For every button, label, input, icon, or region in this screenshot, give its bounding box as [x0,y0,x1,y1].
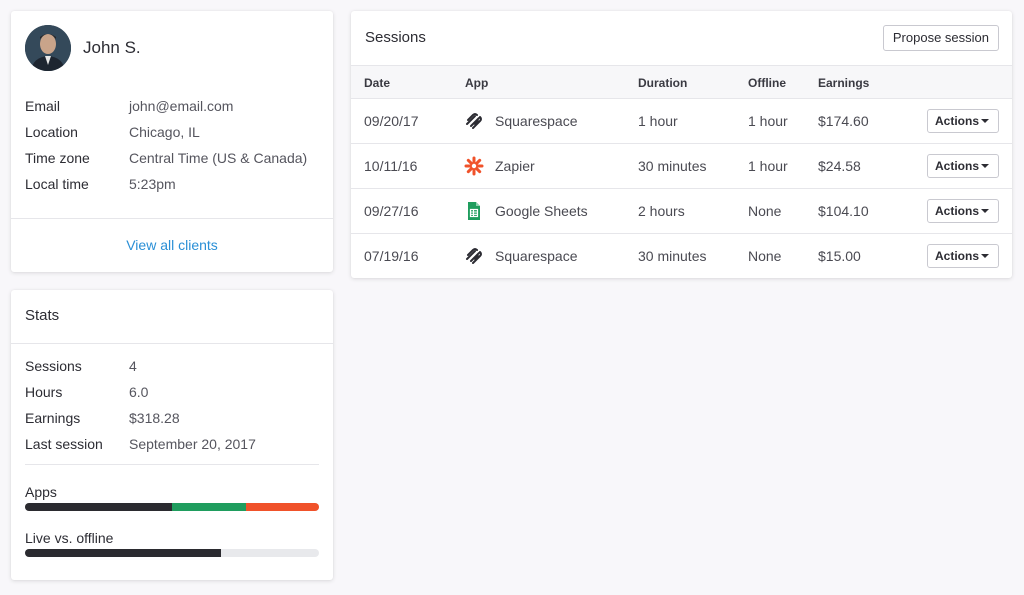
email-label: Email [25,98,61,114]
session-duration: 30 minutes [638,158,707,174]
actions-dropdown-button[interactable]: Actions [927,199,999,223]
stats-card: Stats Sessions 4 Hours 6.0 Earnings $318… [11,290,333,580]
live-offline-bar-label: Live vs. offline [25,530,114,546]
local-time-value: 5:23pm [129,176,176,192]
live-vs-offline-bar [25,549,319,557]
sessions-stat-label: Sessions [25,358,82,374]
session-app: Zapier [495,158,535,174]
session-app: Squarespace [495,113,578,129]
session-offline: 1 hour [748,158,788,174]
caret-down-icon [981,119,989,123]
column-header-date: Date [364,76,391,90]
session-offline: None [748,248,782,264]
earnings-stat-label: Earnings [25,410,81,426]
last-session-label: Last session [25,436,103,452]
caret-down-icon [981,164,989,168]
table-row: 07/19/16 Squarespace 30 minutes None $15… [351,234,1012,279]
stats-title: Stats [25,307,60,324]
table-row: 09/20/17 Squarespace 1 hour 1 hour $174.… [351,99,1012,144]
session-app: Squarespace [495,248,578,264]
table-row: 10/11/16 Zapier 30 minutes 1 hour $24.58… [351,144,1012,189]
session-earnings: $104.10 [818,203,869,219]
apps-bar-segment-squarespace [25,503,172,511]
table-header: Date App Duration Offline Earnings [351,65,1012,99]
sessions-card: Sessions Propose session Date App Durati… [351,11,1012,278]
session-earnings: $15.00 [818,248,861,264]
session-duration: 1 hour [638,113,678,129]
location-value: Chicago, IL [129,124,200,140]
apps-bar-segment-zapier [245,503,319,511]
hours-stat-label: Hours [25,384,63,400]
divider [11,343,333,344]
actions-dropdown-button[interactable]: Actions [927,244,999,268]
column-header-earnings: Earnings [818,76,870,90]
session-date: 09/20/17 [364,113,419,129]
location-label: Location [25,124,78,140]
earnings-stat-value: $318.28 [129,410,180,426]
apps-bar-label: Apps [25,484,57,500]
apps-bar-segment-google-sheets [172,503,246,511]
session-offline: 1 hour [748,113,788,129]
divider [11,218,333,219]
view-all-clients-link[interactable]: View all clients [126,237,218,253]
squarespace-icon [464,111,484,131]
propose-session-button[interactable]: Propose session [882,25,999,51]
actions-dropdown-button[interactable]: Actions [927,154,999,178]
squarespace-icon [464,246,484,266]
apps-breakdown-bar [25,503,319,511]
client-name: John S. [83,38,141,57]
session-earnings: $174.60 [818,113,869,129]
timezone-label: Time zone [25,150,90,166]
session-duration: 30 minutes [638,248,707,264]
session-date: 09/27/16 [364,203,419,219]
sessions-title: Sessions [365,29,426,46]
live-bar-fill [25,549,222,557]
actions-label: Actions [935,204,980,218]
timezone-value: Central Time (US & Canada) [129,150,308,166]
caret-down-icon [981,209,989,213]
session-offline: None [748,203,782,219]
last-session-value: September 20, 2017 [129,436,256,452]
column-header-duration: Duration [638,76,688,90]
caret-down-icon [981,254,989,258]
divider [25,464,319,465]
client-profile-card: John S. Email john@email.com Location Ch… [11,11,333,272]
session-duration: 2 hours [638,203,685,219]
column-header-app: App [465,76,489,90]
hours-stat-value: 6.0 [129,384,149,400]
session-date: 07/19/16 [364,248,419,264]
google-sheets-icon [464,201,484,221]
actions-label: Actions [935,249,980,263]
sessions-stat-value: 4 [129,358,137,374]
session-date: 10/11/16 [364,158,418,174]
email-value: john@email.com [129,98,234,114]
column-header-offline: Offline [748,76,786,90]
session-earnings: $24.58 [818,158,861,174]
actions-label: Actions [935,159,980,173]
table-row: 09/27/16 Google Sheets 2 hours None $104… [351,189,1012,234]
actions-label: Actions [935,114,980,128]
actions-dropdown-button[interactable]: Actions [927,109,999,133]
zapier-icon [464,156,484,176]
avatar [25,25,71,71]
local-time-label: Local time [25,176,89,192]
session-app: Google Sheets [495,203,588,219]
